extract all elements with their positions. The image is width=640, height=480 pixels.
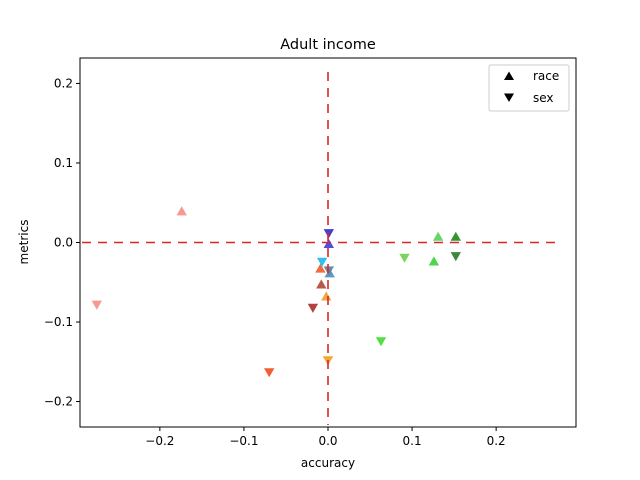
x-axis-title: accuracy [301,456,355,470]
y-tick-label: 0.2 [54,76,73,90]
race-point-7 [428,256,440,266]
race-point-3 [321,291,332,301]
x-axis-ticks: −0.2 −0.1 0.0 0.1 0.2 [145,427,506,448]
sex-point-0 [91,300,102,310]
x-tick-label: 0.2 [487,434,506,448]
race-point-8 [450,231,461,241]
y-tick-label: 0.1 [54,156,73,170]
race-point-0 [176,206,187,216]
legend-label-race: race [533,69,559,83]
reference-lines [82,72,558,425]
sex-point-3 [316,257,328,267]
race-point-6 [432,231,444,241]
y-tick-label: −0.2 [44,395,73,409]
x-tick-label: 0.1 [403,434,422,448]
legend: race sex [488,64,570,112]
sex-point-2 [307,303,319,313]
legend-marker-sex [504,93,514,102]
chart-title: Adult income [280,37,376,53]
race-point-5 [323,238,334,248]
sex-point-9 [450,252,461,262]
y-axis-title: metrics [17,220,31,265]
x-tick-label: −0.2 [145,434,174,448]
x-tick-label: −0.1 [229,434,258,448]
y-axis-ticks: −0.2 −0.1 0.0 0.1 0.2 [44,76,80,409]
y-tick-label: 0.0 [54,236,73,250]
sex-point-7 [375,337,387,347]
race-point-2 [316,279,327,289]
sex-point-8 [399,253,410,263]
y-tick-label: −0.1 [44,315,73,329]
sex-point-1 [264,368,275,378]
legend-label-sex: sex [533,91,554,105]
x-tick-label: 0.0 [318,434,337,448]
race-point-1 [315,263,326,273]
marks-layer [91,206,461,378]
legend-marker-race [504,71,514,80]
